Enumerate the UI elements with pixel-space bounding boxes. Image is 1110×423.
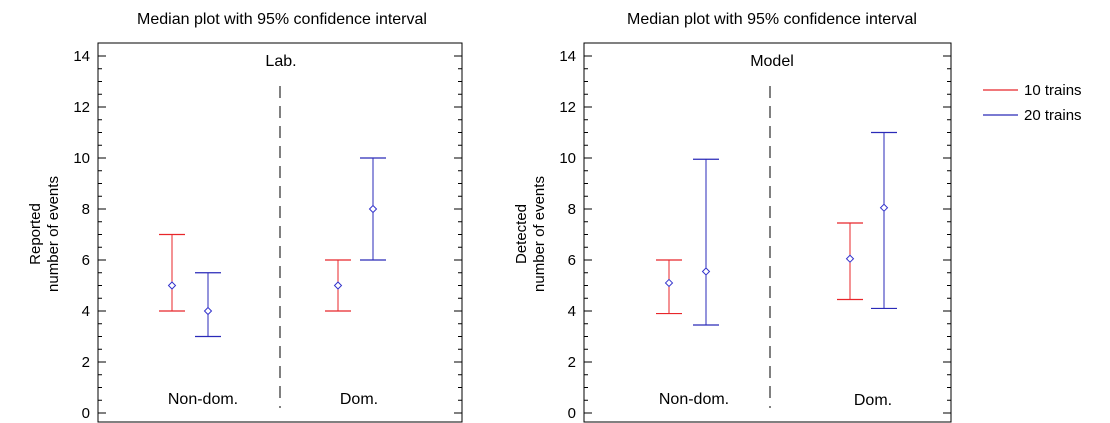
panel-label: Lab. (265, 53, 296, 70)
y-tick-label: 12 (559, 99, 576, 116)
y-tick-label: 2 (568, 354, 576, 371)
median-marker (203, 306, 213, 316)
group-label: Dom. (340, 391, 378, 408)
y-tick-label: 2 (82, 354, 90, 371)
group-label: Dom. (854, 392, 892, 409)
median-marker (845, 254, 855, 263)
plot-frame (583, 42, 952, 423)
median-marker (167, 281, 177, 290)
chart-panel-2: Median plot with 95% confidence interval… (513, 11, 952, 423)
y-axis-label-line: number of events (531, 176, 548, 292)
median-marker (368, 204, 378, 214)
legend-label: 10 trains (1024, 82, 1082, 99)
y-axis-label: Detectednumber of events (513, 176, 548, 292)
legend-label: 20 trains (1024, 107, 1082, 124)
group-label: Non-dom. (659, 391, 729, 408)
group-label: Non-dom. (168, 391, 238, 408)
y-tick-label: 12 (73, 99, 90, 116)
y-tick-label: 10 (559, 150, 576, 167)
chart-title: Median plot with 95% confidence interval (137, 11, 427, 28)
panel-label: Model (750, 53, 794, 70)
y-tick-label: 10 (73, 150, 90, 167)
median-marker (701, 267, 711, 276)
y-axis-label-line: Reported (27, 203, 44, 265)
y-tick-label: 0 (568, 405, 576, 422)
median-marker (333, 281, 343, 290)
legend: 10 trains 20 trains (983, 82, 1082, 124)
y-axis-label: Reportednumber of events (27, 176, 62, 292)
y-tick-label: 6 (82, 252, 90, 269)
median-marker (664, 278, 674, 288)
y-tick-label: 8 (568, 201, 576, 218)
y-tick-label: 14 (559, 48, 576, 65)
median-marker (879, 203, 889, 212)
chart-panel-1: Median plot with 95% confidence interval… (27, 11, 463, 423)
y-axis-label-line: number of events (45, 176, 62, 292)
y-axis-label-line: Detected (513, 204, 530, 264)
y-tick-label: 4 (82, 303, 90, 320)
y-tick-label: 6 (568, 252, 576, 269)
y-tick-label: 8 (82, 201, 90, 218)
chart-title: Median plot with 95% confidence interval (627, 11, 917, 28)
y-tick-label: 14 (73, 48, 90, 65)
plot-frame (97, 42, 463, 423)
y-tick-label: 0 (82, 405, 90, 422)
y-tick-label: 4 (568, 303, 576, 320)
